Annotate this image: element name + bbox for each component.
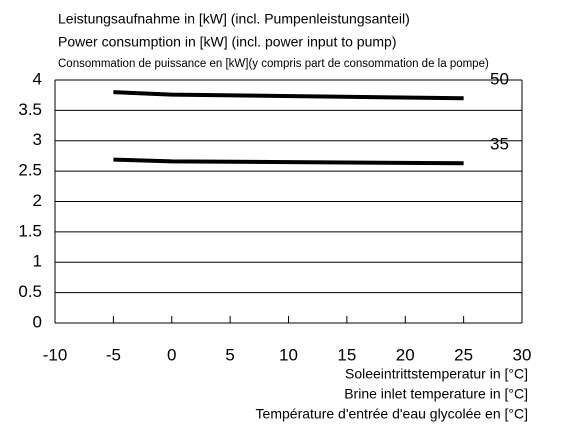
y-tick-label: 1 [33,252,42,271]
x-tick-label: -10 [43,345,68,364]
x-tick-label: 15 [337,345,356,364]
line [113,157,464,166]
line [113,90,464,101]
y-tick-label: 0.5 [18,282,42,301]
series-label: 35 [490,135,509,154]
y-tick-label: 2.5 [18,161,42,180]
y-tick-label: 2 [33,191,42,210]
y-tick-label: 3 [33,130,42,149]
x-tick-label: 20 [396,345,415,364]
x-tick-label: 10 [279,345,298,364]
chart-title: Consommation de puissance en [kW](y comp… [58,58,489,70]
chart-title: Leistungsaufnahme in [kW] (incl. Pumpenl… [58,11,410,27]
x-axis-label: Soleeintrittstemperatur in [°C] [345,366,528,382]
chart-title: Power consumption in [kW] (incl. power i… [58,34,396,50]
y-tick-label: 4 [33,69,42,88]
x-tick-label: 5 [225,345,234,364]
y-tick-label: 3.5 [18,100,42,119]
x-tick-label: -5 [106,345,121,364]
x-axis-label: Température d'entrée d'eau glycolée en [… [256,406,528,422]
x-tick-label: 25 [454,345,473,364]
x-tick-label: 30 [513,345,532,364]
y-tick-label: 0 [33,312,42,331]
y-tick-label: 1.5 [18,221,42,240]
x-axis-label: Brine inlet temperature in [°C] [344,386,528,402]
series-label: 50 [490,70,509,89]
x-tick-label: 0 [167,345,176,364]
